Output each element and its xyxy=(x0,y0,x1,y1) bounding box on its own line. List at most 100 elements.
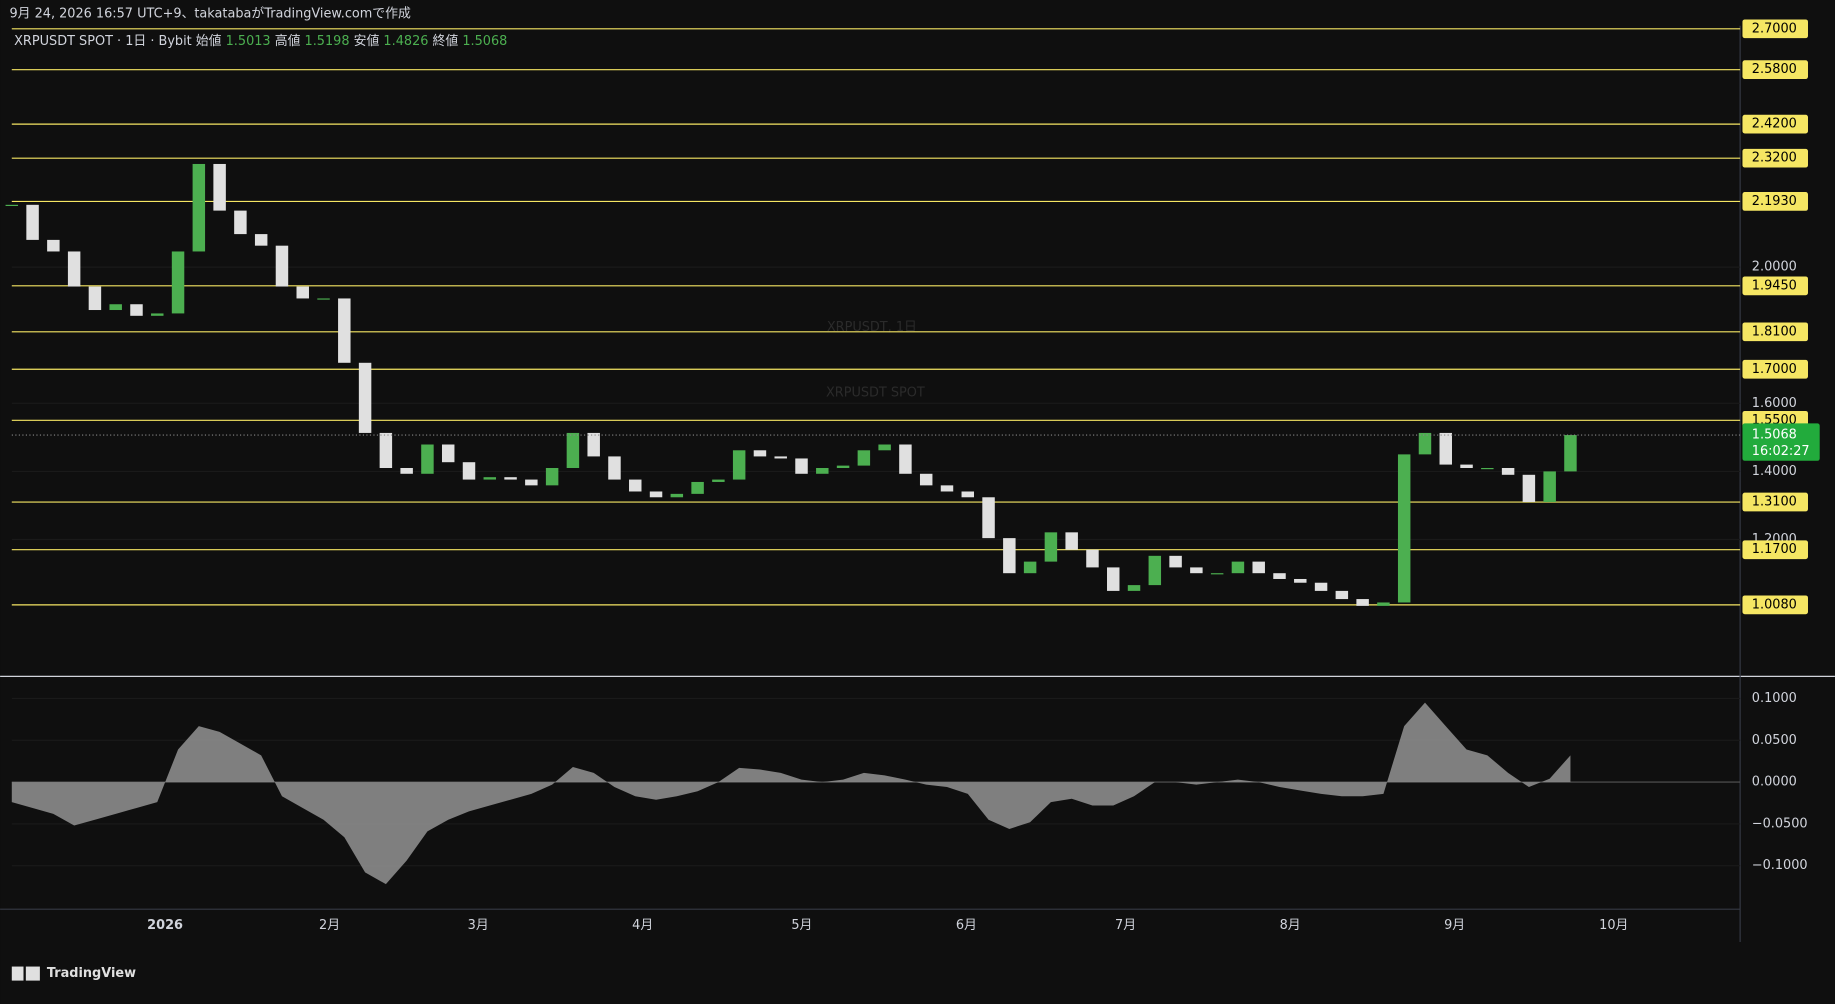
candle xyxy=(379,432,393,468)
level-label: 1.1700 xyxy=(1752,542,1797,557)
candle xyxy=(171,251,185,314)
candle xyxy=(629,479,642,492)
level-label: 1.3100 xyxy=(1752,495,1797,510)
candle xyxy=(130,304,143,316)
candle xyxy=(151,313,164,316)
legend-item: XRPUSDT SPOT · 1日 · Bybit xyxy=(14,33,192,48)
candle xyxy=(878,444,891,451)
candle xyxy=(899,444,912,474)
candle xyxy=(1564,435,1577,472)
watermark-sub: XRPUSDT SPOT xyxy=(826,386,925,401)
candle xyxy=(691,481,704,494)
candle xyxy=(1418,432,1432,455)
candle xyxy=(1107,567,1120,591)
macd-tick-label: −0.0500 xyxy=(1752,816,1808,831)
candle xyxy=(795,458,808,474)
y-tick-label: 1.4000 xyxy=(1752,464,1797,479)
candle xyxy=(234,210,247,235)
macd-tick-label: 0.0500 xyxy=(1752,733,1797,748)
last-price-label: 1.5068 xyxy=(1752,428,1797,443)
candle xyxy=(961,491,975,498)
macd-tick-label: 0.0000 xyxy=(1752,775,1797,790)
candle xyxy=(1377,602,1390,606)
level-label: 2.4200 xyxy=(1752,117,1797,132)
candle xyxy=(816,467,829,474)
candle xyxy=(566,432,580,468)
candle xyxy=(1023,561,1037,574)
candle xyxy=(88,286,102,311)
candle xyxy=(1252,561,1265,574)
candle xyxy=(1356,599,1369,606)
candle xyxy=(504,477,517,480)
last-price-box xyxy=(1742,423,1820,461)
x-tick-label: 6月 xyxy=(956,918,977,933)
candle xyxy=(1127,585,1141,591)
x-tick-label: 2026 xyxy=(147,918,183,933)
candle xyxy=(1065,532,1078,550)
candle xyxy=(857,450,871,466)
candle xyxy=(192,163,206,252)
candle xyxy=(1210,573,1224,575)
candle xyxy=(421,444,434,474)
header: 9月 24, 2026 16:57 UTC+9、takatabaがTrading… xyxy=(9,7,411,22)
macd-tick-label: 0.1000 xyxy=(1752,691,1797,706)
level-label: 1.8100 xyxy=(1752,324,1797,339)
legend-item: 1.4826 xyxy=(383,33,428,48)
level-label: 2.5800 xyxy=(1752,62,1797,77)
candle xyxy=(254,234,268,246)
brand: TradingView xyxy=(47,966,136,981)
level-label-box xyxy=(1742,114,1808,134)
candle xyxy=(836,465,850,468)
candle xyxy=(67,251,81,287)
candle xyxy=(317,298,330,300)
x-tick-label: 7月 xyxy=(1115,918,1136,933)
level-label: 1.9450 xyxy=(1752,278,1797,293)
level-label: 2.1930 xyxy=(1752,194,1797,209)
candle xyxy=(1273,573,1286,579)
candle xyxy=(358,362,372,433)
candle xyxy=(753,450,767,457)
candle xyxy=(982,497,995,539)
x-tick-label: 8月 xyxy=(1280,918,1301,933)
macd-tick-label: −0.1000 xyxy=(1752,858,1808,873)
candle xyxy=(1190,567,1203,574)
candle xyxy=(1003,538,1016,574)
countdown: 16:02:27 xyxy=(1752,444,1810,459)
candle xyxy=(1044,532,1058,562)
candle xyxy=(1439,432,1452,465)
level-label-box xyxy=(1742,148,1808,168)
candle xyxy=(213,163,226,211)
candle xyxy=(1086,549,1099,568)
candle xyxy=(26,204,39,240)
x-tick-label: 10月 xyxy=(1599,918,1628,933)
candle xyxy=(545,467,559,486)
candle xyxy=(441,444,455,463)
logo-mark xyxy=(11,966,24,981)
candle xyxy=(338,298,351,363)
candle xyxy=(1397,454,1411,603)
x-tick-label: 9月 xyxy=(1444,918,1465,933)
y-tick-label: 1.6000 xyxy=(1752,396,1797,411)
level-label-box xyxy=(1742,192,1808,211)
candle xyxy=(275,245,289,287)
x-tick-label: 4月 xyxy=(632,918,653,933)
candle xyxy=(1335,590,1349,600)
candle xyxy=(774,456,787,459)
x-tick-label: 5月 xyxy=(791,918,812,933)
candle xyxy=(649,491,663,498)
candle xyxy=(525,479,538,486)
candle xyxy=(1460,464,1473,468)
level-label-box xyxy=(1742,60,1808,80)
candle xyxy=(483,477,497,480)
candle xyxy=(47,239,60,252)
level-label-box xyxy=(1742,359,1808,379)
candle xyxy=(1522,474,1536,503)
x-tick-label: 3月 xyxy=(468,918,489,933)
x-tick-label: 2月 xyxy=(319,918,340,933)
level-label: 1.7000 xyxy=(1752,362,1797,377)
level-label: 2.3200 xyxy=(1752,151,1797,166)
level-label-box xyxy=(1742,19,1808,39)
level-label-box xyxy=(1742,322,1808,342)
